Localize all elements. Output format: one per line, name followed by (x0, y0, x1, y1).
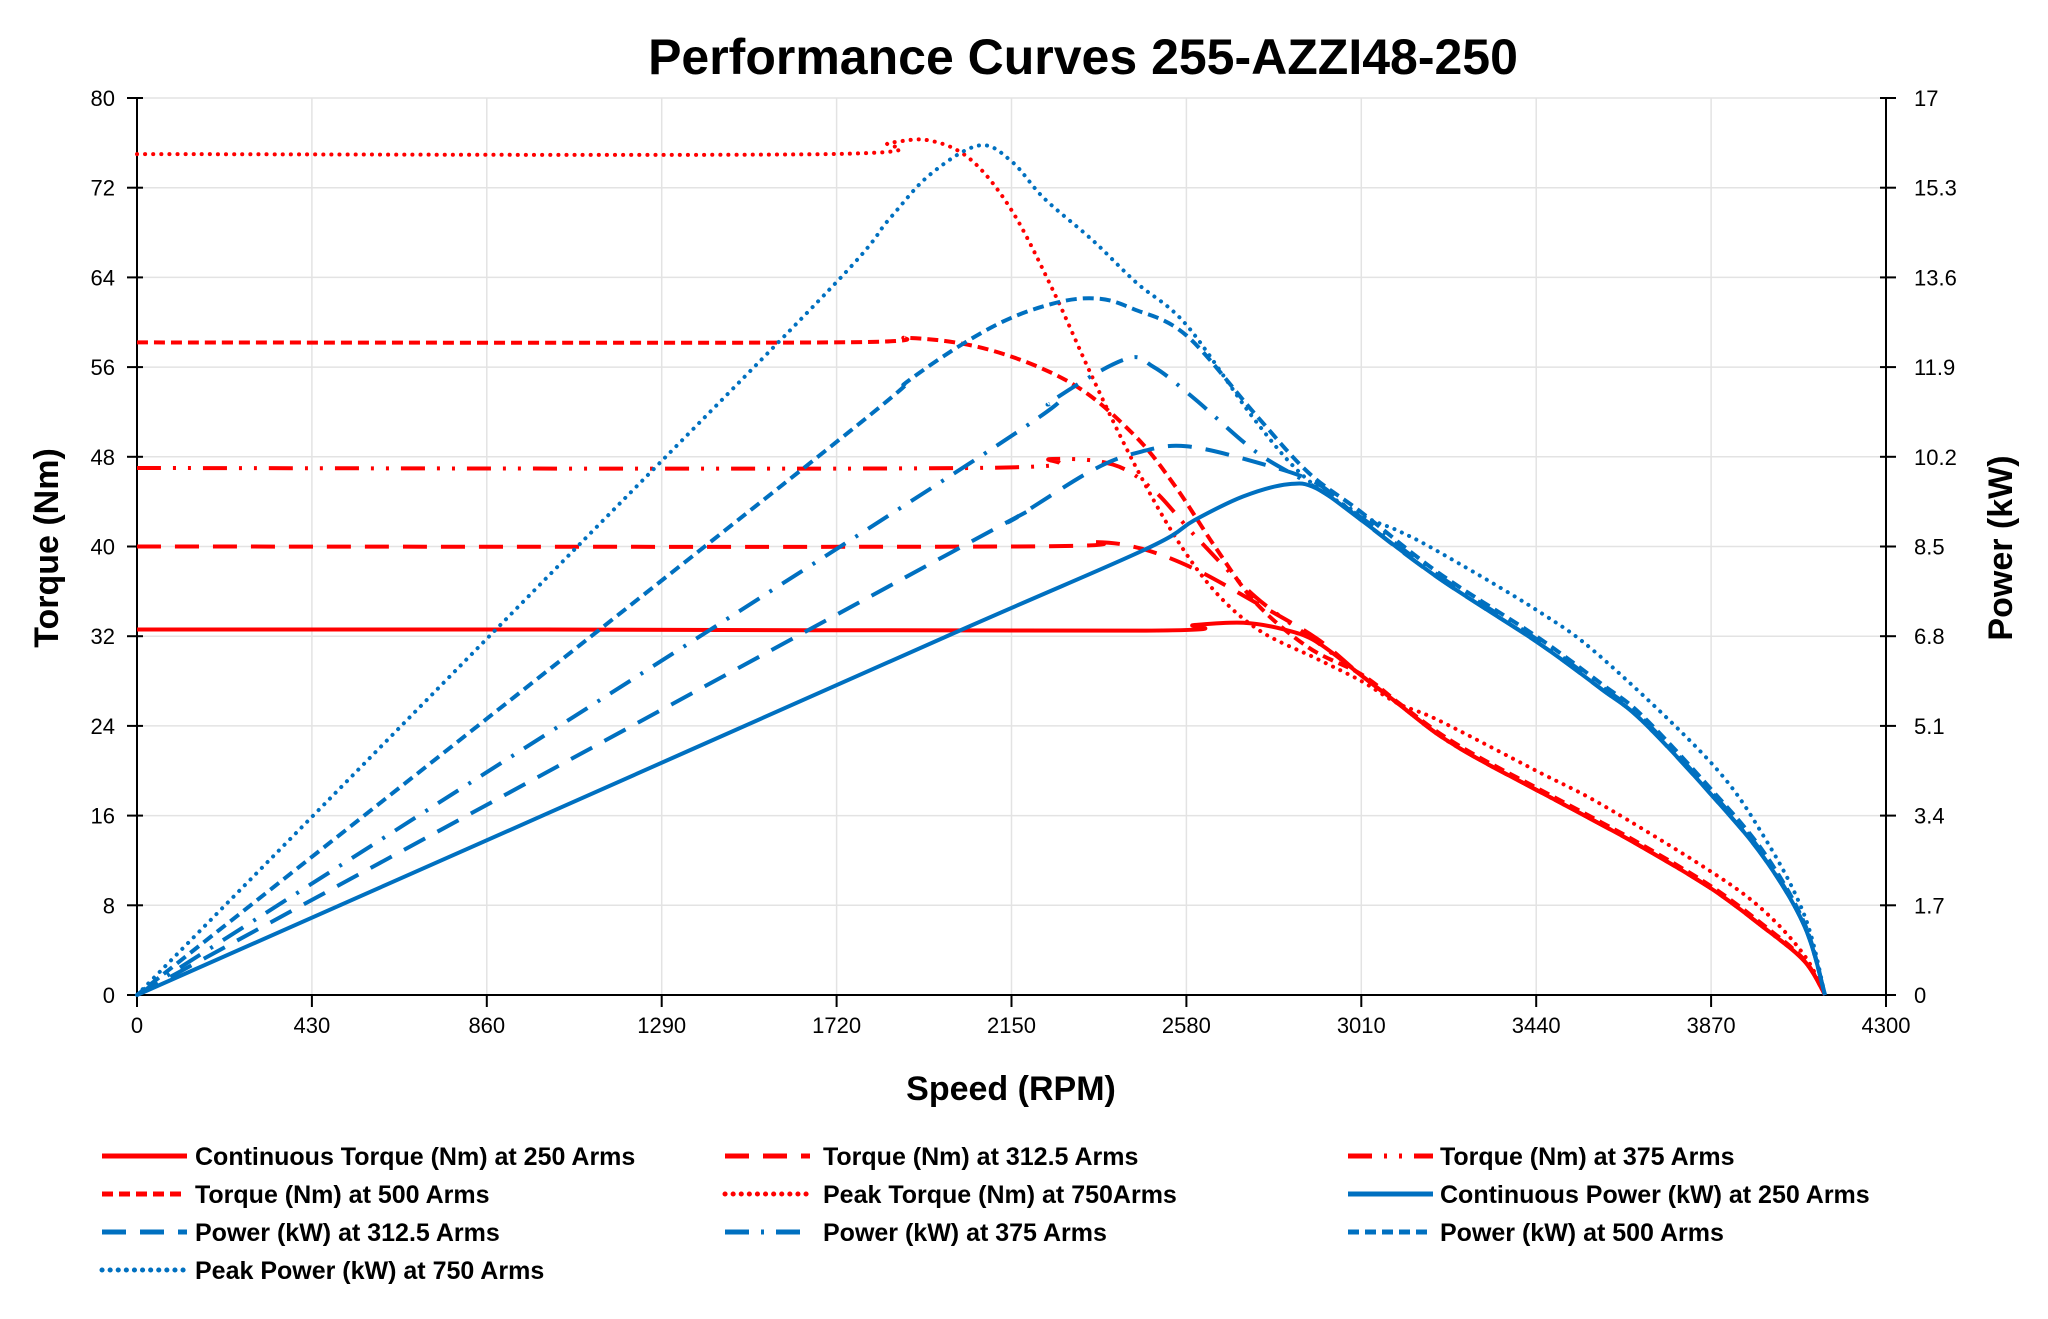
y2-tick-label: 17 (1914, 86, 1938, 111)
legend-label: Torque (Nm) at 312.5 Arms (823, 1143, 1138, 1171)
y2-tick-label: 11.9 (1914, 355, 1955, 380)
y-tick-label: 16 (91, 804, 115, 829)
y2-tick-label: 5.1 (1914, 714, 1945, 739)
x-tick-label: 2580 (1162, 1013, 1211, 1038)
x-tick-label: 1720 (812, 1013, 861, 1038)
x-tick-label: 0 (131, 1013, 143, 1038)
x-tick-label: 3440 (1512, 1013, 1561, 1038)
x-tick-label: 2150 (987, 1013, 1036, 1038)
x-tick-label: 3870 (1687, 1013, 1736, 1038)
y-tick-label: 64 (91, 265, 115, 290)
x-axis-title: Speed (RPM) (906, 1070, 1116, 1108)
y-tick-label: 8 (103, 893, 115, 918)
series-line-7 (136, 443, 1827, 997)
legend-label: Continuous Power (kW) at 250 Arms (1440, 1181, 1870, 1209)
legend-label: Power (kW) at 375 Arms (823, 1219, 1107, 1247)
legend: Continuous Torque (Nm) at 250 Arms Torque… (99, 1143, 1870, 1285)
x-tick-label: 3010 (1337, 1013, 1386, 1038)
y-tick-label: 40 (91, 535, 115, 560)
legend-label: Peak Power (kW) at 750 Arms (195, 1257, 544, 1285)
y2-tick-label: 10.2 (1914, 445, 1957, 470)
series-line-5 (135, 137, 1827, 997)
y2-axis-title: Power (kW) (1982, 455, 2020, 640)
y2-tick-label: 6.8 (1914, 624, 1945, 649)
y2-tick-label: 0 (1914, 983, 1926, 1008)
y-tick-label: 0 (103, 983, 115, 1008)
y2-tick-label: 8.5 (1914, 535, 1945, 560)
series-line-4 (136, 335, 1827, 997)
y2-tick-label: 13.6 (1914, 265, 1957, 290)
x-tick-label: 4300 (1862, 1013, 1911, 1038)
y-tick-label: 48 (91, 445, 115, 470)
series-line-10 (135, 143, 1827, 997)
legend-label: Power (kW) at 500 Arms (1440, 1219, 1724, 1247)
y-tick-label: 24 (91, 714, 115, 739)
y-tick-label: 72 (91, 176, 115, 201)
x-tick-label: 1290 (637, 1013, 686, 1038)
x-tick-label: 430 (294, 1013, 331, 1038)
y-axis-title: Torque (Nm) (28, 448, 66, 648)
x-tick-label: 860 (468, 1013, 505, 1038)
legend-label: Peak Torque (Nm) at 750Arms (823, 1181, 1177, 1209)
y2-tick-label: 3.4 (1914, 804, 1945, 829)
legend-label: Torque (Nm) at 500 Arms (195, 1181, 490, 1209)
y-tick-label: 80 (91, 86, 115, 111)
legend-label: Power (kW) at 312.5 Arms (195, 1219, 500, 1247)
chart-title: Performance Curves 255-AZZI48-250 (648, 29, 1518, 85)
y-tick-label: 32 (91, 624, 115, 649)
series-line-9 (135, 296, 1827, 997)
y2-tick-label: 15.3 (1914, 176, 1957, 201)
y2-tick-label: 1.7 (1914, 893, 1945, 918)
axes: 0 430 860 1290 1720 2150 2580 3010 3440 3870 43000… (91, 86, 1957, 1038)
series-lines (135, 137, 1827, 997)
legend-label: Continuous Torque (Nm) at 250 Arms (195, 1143, 635, 1171)
y-tick-label: 56 (91, 355, 115, 380)
legend-label: Torque (Nm) at 375 Arms (1440, 1143, 1735, 1171)
